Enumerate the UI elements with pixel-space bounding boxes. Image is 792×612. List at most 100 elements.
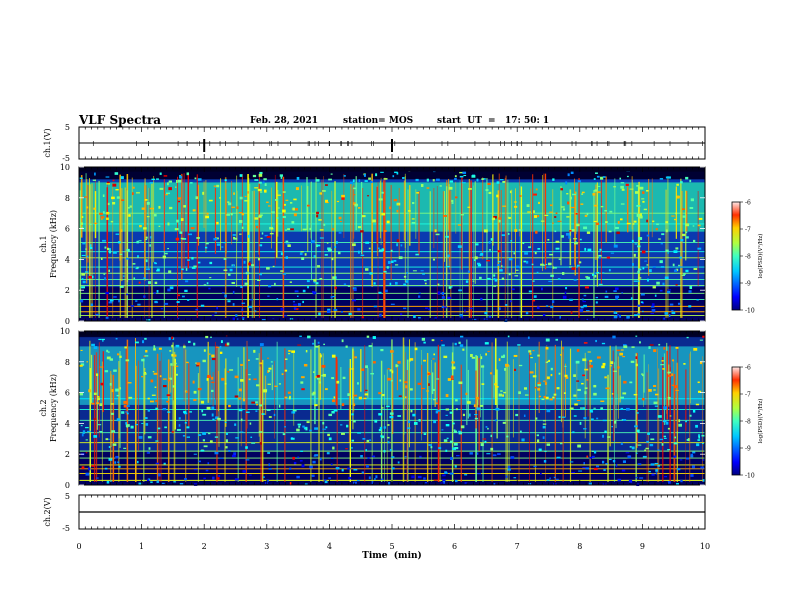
psd-cell — [219, 457, 224, 459]
psd-cell — [555, 247, 560, 250]
psd-cell — [338, 231, 342, 234]
psd-cell — [121, 411, 125, 414]
psd-cell — [568, 235, 571, 239]
psd-cell — [119, 253, 123, 255]
psd-cell — [240, 285, 243, 288]
psd-cell — [637, 245, 641, 248]
psd-cell — [445, 424, 450, 427]
psd-cell — [384, 289, 388, 293]
psd-cell — [214, 312, 217, 314]
psd-cell — [567, 173, 570, 177]
psd-cell — [266, 357, 270, 359]
psd-cell — [692, 239, 696, 243]
psd-cell — [631, 239, 634, 243]
psd-cell — [642, 310, 644, 312]
psd-cell — [352, 202, 356, 206]
psd-cell — [680, 479, 683, 483]
freq-tick-label: 8 — [65, 358, 70, 367]
psd-cell — [449, 286, 453, 288]
psd-cell — [608, 458, 612, 461]
psd-cell — [630, 360, 635, 363]
psd-cell — [668, 374, 672, 377]
psd-cell — [361, 368, 365, 371]
psd-cell — [175, 237, 180, 241]
psd-cell — [664, 312, 668, 315]
psd-cell — [236, 206, 239, 209]
psd-cell — [263, 178, 267, 181]
psd-cell — [679, 266, 683, 268]
psd-cell — [572, 193, 576, 196]
psd-cell — [105, 291, 109, 295]
psd-cell — [695, 403, 700, 406]
psd-cell — [109, 250, 111, 254]
psd-cell — [234, 395, 239, 398]
psd-cell — [542, 425, 546, 429]
psd-cell — [685, 223, 690, 227]
psd-cell — [258, 215, 262, 218]
psd-cell — [465, 392, 468, 396]
psd-cell — [85, 271, 89, 273]
psd-cell — [335, 467, 340, 470]
psd-cell — [206, 406, 211, 410]
ch1-waveform-panel: 5 -5 ch.1(V) — [43, 123, 706, 163]
psd-cell — [81, 286, 86, 289]
psd-cell — [433, 479, 438, 481]
psd-cell — [505, 303, 508, 306]
psd-cell — [584, 247, 587, 251]
psd-cell — [459, 313, 463, 317]
psd-cell — [293, 198, 297, 201]
psd-cell — [332, 276, 336, 279]
psd-cell — [145, 268, 150, 270]
psd-cell — [364, 174, 366, 177]
ch1-ytick-top: 5 — [65, 123, 70, 132]
psd-cell — [343, 283, 347, 286]
psd-cell — [109, 358, 113, 361]
psd-cell — [543, 460, 547, 463]
psd-cell — [507, 232, 510, 235]
psd-cell — [663, 317, 666, 320]
psd-cell — [549, 253, 553, 256]
psd-cell — [138, 482, 143, 486]
psd-cell — [699, 361, 702, 365]
psd-cell — [100, 257, 103, 261]
psd-cell — [235, 437, 239, 439]
psd-cell — [332, 227, 334, 231]
psd-cell — [330, 173, 333, 175]
psd-cell — [480, 443, 484, 447]
psd-cell — [106, 211, 110, 215]
psd-cell — [447, 296, 452, 300]
psd-cell — [268, 367, 272, 370]
psd-cell — [354, 356, 357, 359]
psd-cell — [306, 280, 310, 283]
psd-cell — [276, 297, 279, 301]
psd-cell — [181, 268, 184, 271]
psd-cell — [238, 408, 243, 412]
psd-cell — [633, 220, 637, 223]
psd-cell — [649, 443, 654, 447]
psd-cell — [145, 349, 148, 353]
psd-cell — [176, 219, 179, 223]
psd-cell — [251, 401, 256, 404]
psd-cell — [255, 403, 259, 406]
psd-cell — [234, 478, 239, 481]
psd-cell — [542, 436, 545, 439]
psd-cell — [243, 260, 246, 264]
psd-cell — [365, 241, 370, 244]
psd-cell — [295, 187, 299, 191]
psd-cell — [167, 411, 171, 413]
psd-cell — [125, 424, 130, 427]
psd-cell — [505, 363, 509, 367]
psd-cell — [537, 382, 541, 385]
psd-cell — [232, 303, 235, 306]
psd-cell — [435, 410, 439, 414]
psd-cell — [441, 344, 445, 347]
psd-cell — [635, 476, 638, 479]
psd-cell — [454, 196, 458, 199]
psd-cell — [347, 467, 351, 470]
psd-cell — [444, 471, 448, 474]
psd-cell — [208, 353, 211, 355]
psd-cell — [507, 465, 511, 468]
psd-cell — [508, 273, 511, 276]
psd-cell — [326, 452, 330, 455]
psd-cell — [458, 341, 461, 344]
